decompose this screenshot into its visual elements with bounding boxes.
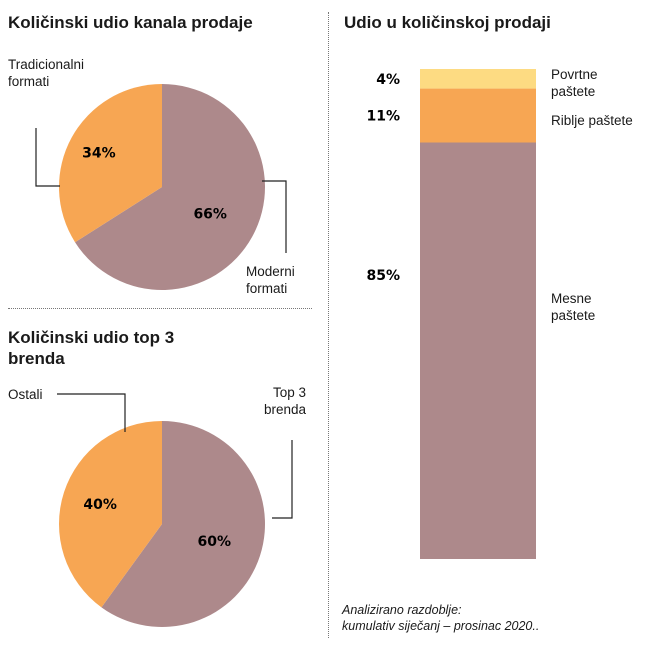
- pie2-value-others: 40%: [83, 497, 117, 513]
- pie1-title: Količinski udio kanala prodaje: [8, 13, 253, 32]
- pie1-slice-modern: [75, 84, 265, 291]
- vertical-divider: [328, 12, 329, 638]
- horizontal-divider: [8, 308, 312, 309]
- bar-segment-vegetable: [420, 69, 536, 89]
- pie2-leader-left: [57, 393, 126, 432]
- bar-segment-meat: [420, 142, 536, 559]
- pie2-label-others: Ostali: [8, 387, 43, 402]
- pie1-label-traditional: Tradicionalni formati: [8, 57, 85, 89]
- pie1: 66% 34%: [35, 84, 287, 291]
- pie1-leader-left: [35, 128, 60, 187]
- pie2-value-top3: 60%: [198, 534, 232, 550]
- bar-label-meat: Mesne paštete: [551, 291, 596, 323]
- bar-label-vegetable: Povrtne paštete: [551, 67, 598, 99]
- pie2-title: Količinski udio top 3 brenda: [8, 328, 175, 368]
- pie2-label-top3: Top 3 brenda: [263, 385, 306, 417]
- pie1-slice-traditional: [59, 84, 163, 243]
- bar-value-vegetable: 4%: [376, 72, 400, 88]
- pie1-value-traditional: 34%: [82, 145, 116, 161]
- pie1-leader-right: [262, 180, 287, 253]
- pie2-slice-top3: [101, 421, 265, 627]
- pie1-value-modern: 66%: [193, 206, 227, 222]
- bar-value-fish: 11%: [366, 109, 400, 125]
- pie2: 60% 40%: [57, 393, 293, 627]
- footnote: Analizirano razdoblje: kumulativ siječanj…: [342, 603, 540, 633]
- pie2-slice-others: [58, 421, 162, 608]
- pie2-leader-right: [272, 440, 293, 519]
- bar-label-fish: Riblje paštete: [551, 113, 633, 128]
- stacked-bar: 4% 11% 85%: [366, 69, 536, 559]
- bar-title: Udio u količinskoj prodaji: [344, 13, 551, 32]
- bar-value-meat: 85%: [366, 268, 400, 284]
- bar-segment-fish: [420, 88, 536, 143]
- pie1-label-modern: Moderni formati: [246, 264, 295, 296]
